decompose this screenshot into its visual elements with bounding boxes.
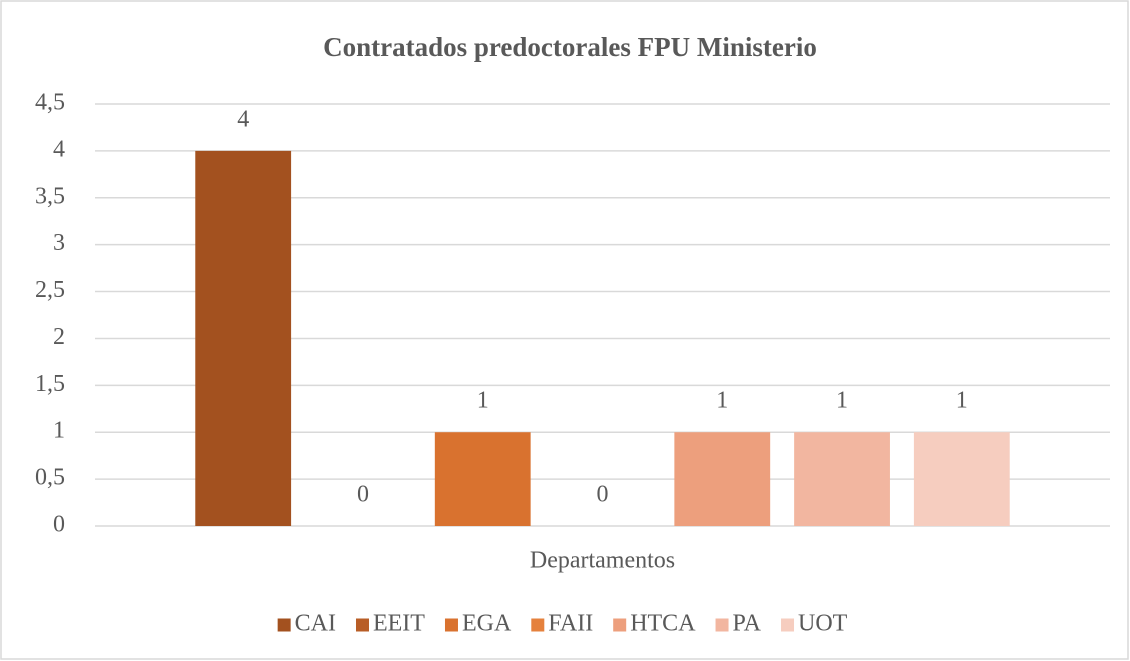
- y-tick-label: 3: [53, 230, 65, 256]
- bar: [674, 432, 771, 526]
- y-tick-label: 4,5: [35, 90, 65, 116]
- bar: [794, 432, 890, 526]
- data-label: 0: [357, 482, 369, 508]
- y-tick-label: 0,5: [35, 465, 65, 491]
- legend-swatch: [781, 618, 795, 632]
- legend-label: EEIT: [373, 611, 425, 637]
- legend-label: UOT: [798, 611, 848, 637]
- legend-swatch: [613, 618, 627, 632]
- y-tick-label: 1: [53, 418, 65, 444]
- legend-swatch: [531, 618, 545, 632]
- legend-swatch: [355, 618, 369, 632]
- legend-swatch: [277, 618, 291, 632]
- y-tick-label: 0: [53, 512, 65, 538]
- chart-title: Contratados predoctorales FPU Ministerio: [323, 32, 817, 62]
- bar: [913, 432, 1010, 526]
- x-tick-label: Departamentos: [530, 548, 675, 574]
- y-tick-label: 1,5: [35, 371, 65, 397]
- bar: [195, 150, 292, 526]
- data-label: 1: [716, 388, 728, 414]
- legend-label: FAII: [548, 611, 593, 637]
- data-label: 1: [836, 388, 848, 414]
- legend-swatch: [444, 618, 458, 632]
- y-tick-label: 2,5: [35, 277, 65, 303]
- legend-label: HTCA: [630, 611, 696, 637]
- data-label: 1: [956, 388, 968, 414]
- y-tick-label: 2: [53, 324, 65, 350]
- legend-label: PA: [733, 611, 762, 637]
- bar: [434, 432, 531, 526]
- legend-swatch: [715, 618, 729, 632]
- legend-label: EGA: [462, 611, 512, 637]
- y-tick-label: 3,5: [35, 183, 65, 209]
- legend-label: CAI: [295, 611, 336, 637]
- data-label: 4: [237, 106, 249, 132]
- y-tick-label: 4: [53, 136, 65, 162]
- data-label: 1: [477, 388, 489, 414]
- data-label: 0: [597, 482, 609, 508]
